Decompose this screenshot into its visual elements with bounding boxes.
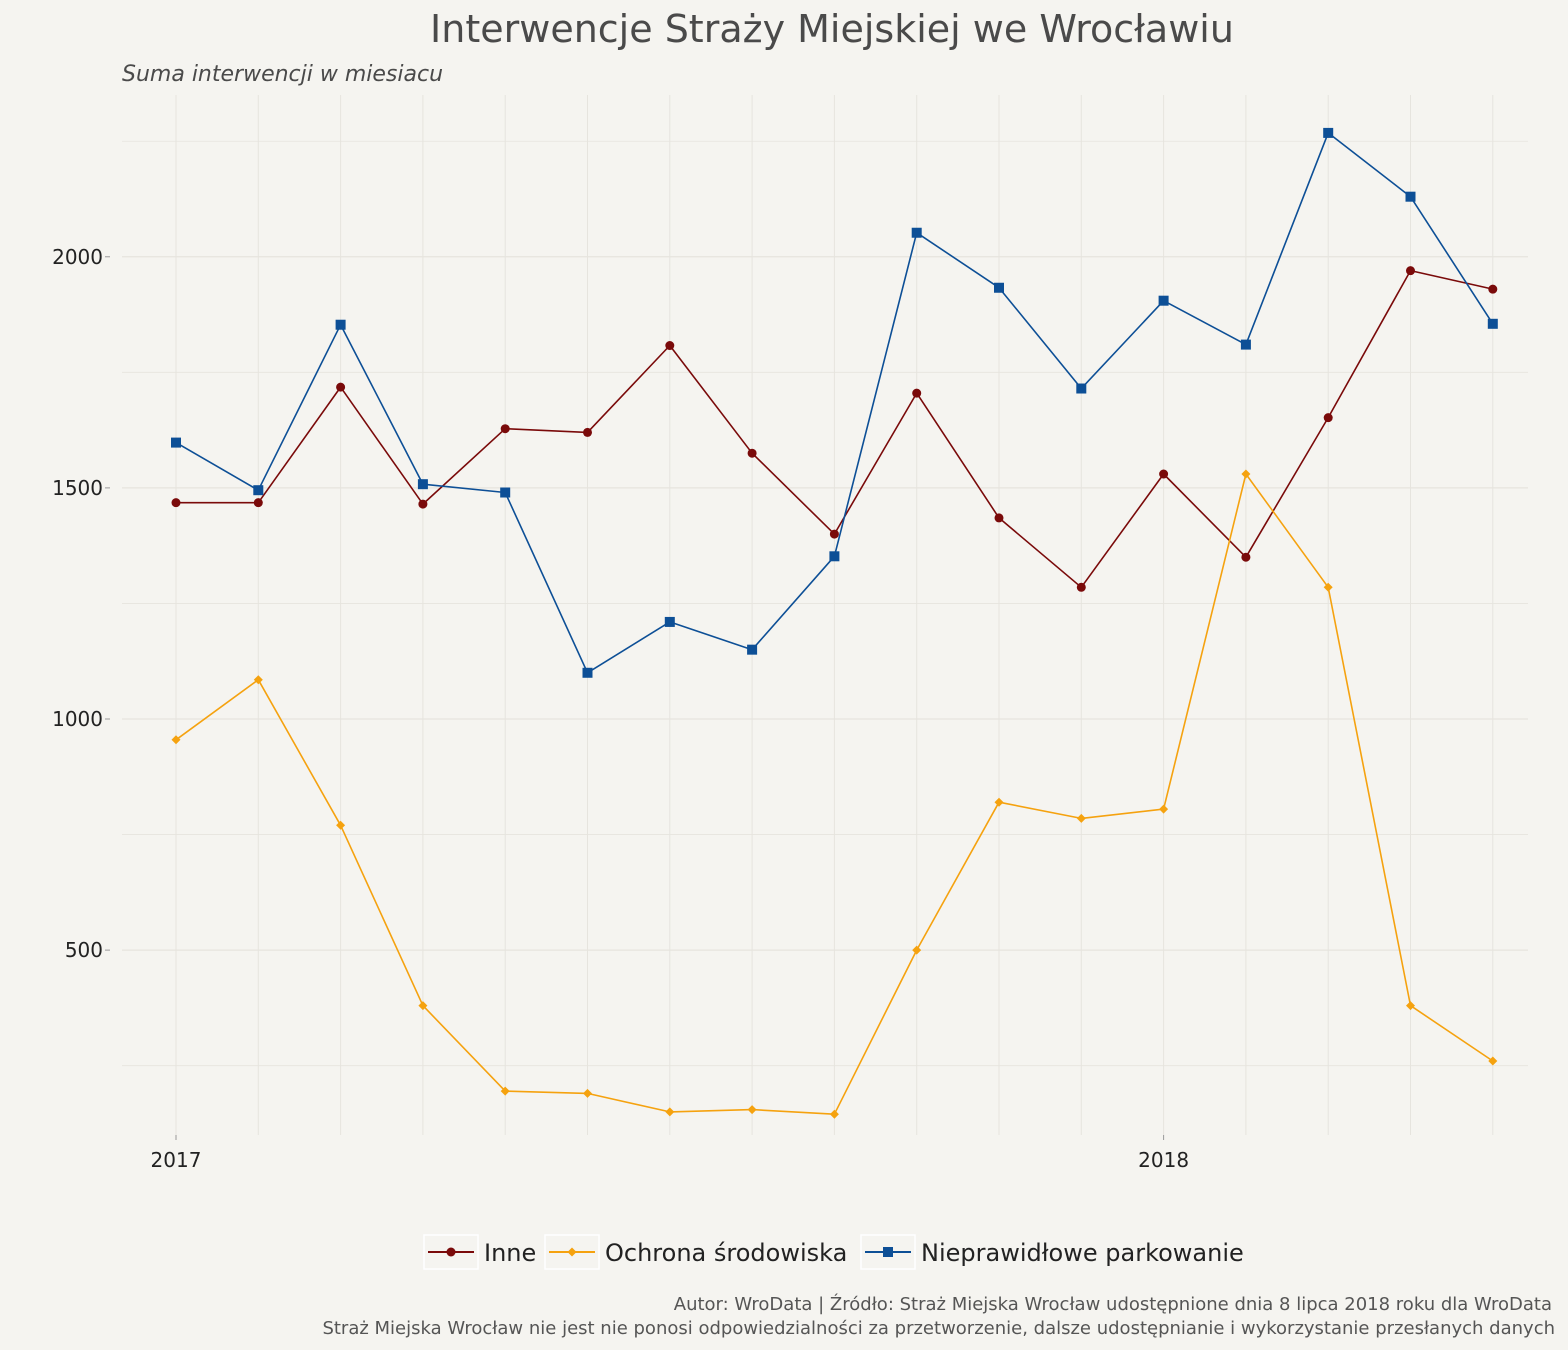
data-point-nieprawidlowe-parkowanie xyxy=(1158,295,1169,306)
data-point-ochrona-srodowiska xyxy=(171,735,181,745)
data-point-inne xyxy=(1406,266,1415,276)
data-point-inne xyxy=(500,424,510,434)
data-point-ochrona-srodowiska xyxy=(253,675,263,685)
data-point-nieprawidlowe-parkowanie xyxy=(1323,127,1334,138)
axes: 500 1000 1500 2000 2017 2018 xyxy=(52,245,1189,1172)
y-tick-label: 2000 xyxy=(52,245,103,269)
data-point-nieprawidlowe-parkowanie xyxy=(582,667,593,678)
data-point-nieprawidlowe-parkowanie xyxy=(911,227,922,238)
data-point-nieprawidlowe-parkowanie xyxy=(747,644,758,655)
data-point-inne xyxy=(1076,582,1086,592)
data-point-nieprawidlowe-parkowanie xyxy=(1240,339,1251,350)
data-point-inne xyxy=(418,499,428,509)
data-point-inne xyxy=(665,341,675,351)
data-point-nieprawidlowe-parkowanie xyxy=(829,551,840,562)
data-point-ochrona-srodowiska xyxy=(747,1105,757,1115)
legend-key-marker xyxy=(567,1247,577,1257)
data-point-ochrona-srodowiska xyxy=(912,945,922,955)
legend-key-marker xyxy=(883,1247,893,1257)
legend: Inne Ochrona środowiska Nieprawidłowe park… xyxy=(423,1234,1244,1270)
data-point-inne xyxy=(171,498,181,508)
chart-title: Interwencje Straży Miejskiej we Wrocławi… xyxy=(430,7,1234,51)
data-point-inne xyxy=(747,448,757,458)
x-tick-label: 2018 xyxy=(1138,1148,1189,1172)
legend-key-marker xyxy=(446,1247,456,1257)
y-tick-label: 1000 xyxy=(52,707,103,731)
chart-subtitle: Suma interwencji w miesiacu xyxy=(122,62,443,87)
legend-item-nieprawidlowe-parkowanie: Nieprawidłowe parkowanie xyxy=(860,1234,1244,1270)
data-point-ochrona-srodowiska xyxy=(418,1001,428,1011)
data-point-ochrona-srodowiska xyxy=(336,820,346,830)
legend-item-ochrona-srodowiska: Ochrona środowiska xyxy=(544,1234,847,1270)
data-point-ochrona-srodowiska xyxy=(1488,1056,1498,1066)
data-point-ochrona-srodowiska xyxy=(665,1107,675,1117)
series-group xyxy=(171,127,1498,1119)
data-point-ochrona-srodowiska xyxy=(1323,582,1333,592)
series-nieprawidlowe-parkowanie xyxy=(171,127,1498,678)
series-ochrona-srodowiska xyxy=(171,469,1498,1119)
data-point-ochrona-srodowiska xyxy=(1076,813,1086,823)
data-point-inne xyxy=(1323,413,1333,423)
data-point-nieprawidlowe-parkowanie xyxy=(500,487,511,498)
gridlines xyxy=(122,95,1528,1135)
x-tick-label: 2017 xyxy=(151,1148,202,1172)
data-point-nieprawidlowe-parkowanie xyxy=(417,479,428,490)
caption-author-source: Autor: WroData | Źródło: Straż Miejska W… xyxy=(674,1293,1552,1315)
data-point-inne xyxy=(1159,469,1169,479)
data-point-inne xyxy=(253,498,263,508)
caption-disclaimer: Straż Miejska Wrocław nie jest nie ponos… xyxy=(322,1318,1555,1339)
data-point-nieprawidlowe-parkowanie xyxy=(1487,318,1498,329)
data-point-ochrona-srodowiska xyxy=(500,1086,510,1096)
y-tick-label: 500 xyxy=(65,938,103,962)
data-point-ochrona-srodowiska xyxy=(583,1088,592,1098)
data-point-inne xyxy=(994,513,1004,523)
data-point-inne xyxy=(1241,552,1251,562)
legend-label: Inne xyxy=(484,1239,536,1267)
data-point-inne xyxy=(336,382,346,392)
y-tick-label: 1500 xyxy=(52,476,103,500)
data-point-nieprawidlowe-parkowanie xyxy=(994,282,1004,293)
data-point-inne xyxy=(829,529,839,539)
data-point-ochrona-srodowiska xyxy=(829,1109,839,1119)
data-point-inne xyxy=(583,427,592,437)
data-point-ochrona-srodowiska xyxy=(1241,469,1251,479)
data-point-nieprawidlowe-parkowanie xyxy=(171,437,181,448)
legend-label: Ochrona środowiska xyxy=(605,1239,847,1267)
data-point-nieprawidlowe-parkowanie xyxy=(253,485,264,496)
data-point-nieprawidlowe-parkowanie xyxy=(1076,383,1087,394)
legend-item-inne: Inne xyxy=(423,1234,536,1270)
data-point-inne xyxy=(912,388,922,398)
data-point-nieprawidlowe-parkowanie xyxy=(664,616,675,627)
data-point-ochrona-srodowiska xyxy=(994,797,1004,807)
data-point-inne xyxy=(1488,284,1498,294)
data-point-ochrona-srodowiska xyxy=(1406,1001,1415,1011)
data-point-ochrona-srodowiska xyxy=(1159,804,1169,814)
legend-label: Nieprawidłowe parkowanie xyxy=(921,1239,1244,1267)
data-point-nieprawidlowe-parkowanie xyxy=(1405,191,1416,202)
data-point-nieprawidlowe-parkowanie xyxy=(335,319,346,330)
